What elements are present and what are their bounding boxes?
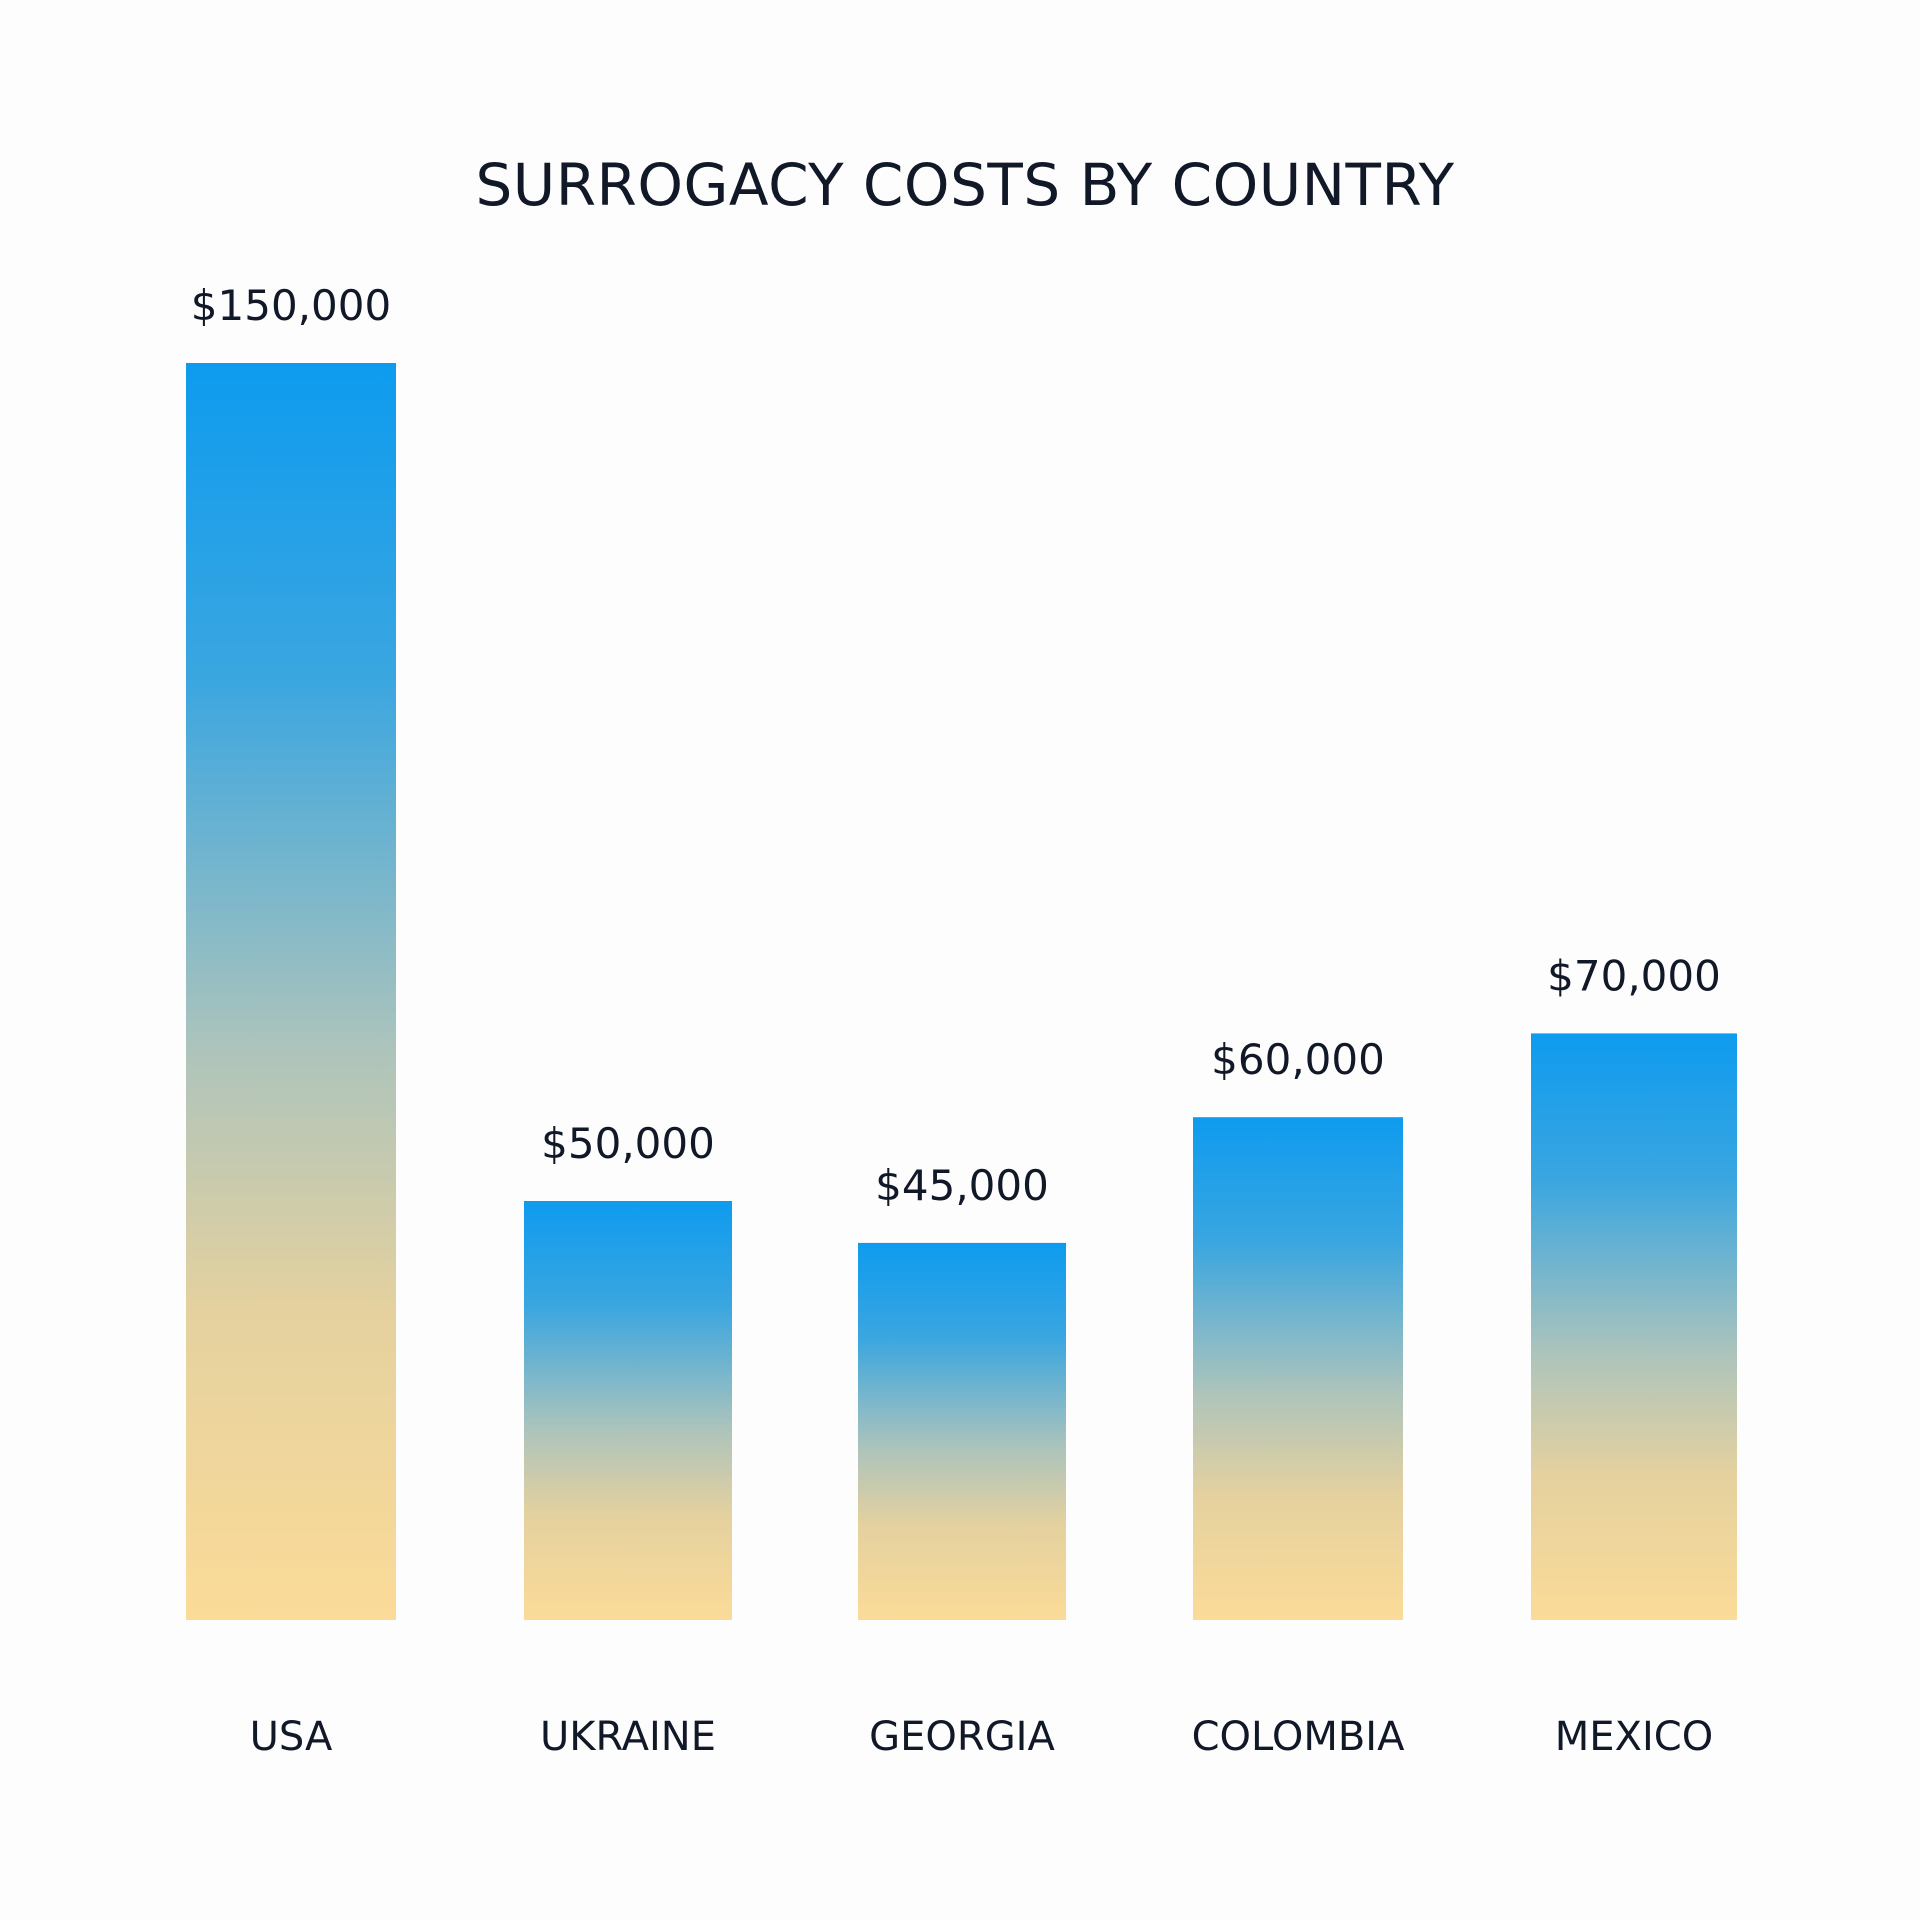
bar-usa: [186, 363, 396, 1620]
category-label-georgia: GEORGIA: [869, 1714, 1055, 1760]
bar-mexico: [1531, 1033, 1737, 1620]
value-labels-group: $150,000 $50,000 $45,000 $60,000 $70,000: [191, 281, 1721, 1210]
category-label-usa: USA: [250, 1714, 333, 1760]
value-label-mexico: $70,000: [1547, 951, 1721, 1000]
chart-title: SURROGACY COSTS BY COUNTRY: [475, 151, 1454, 219]
value-label-georgia: $45,000: [875, 1161, 1049, 1210]
category-label-ukraine: UKRAINE: [540, 1714, 716, 1760]
value-label-ukraine: $50,000: [541, 1119, 715, 1168]
value-label-usa: $150,000: [191, 281, 391, 330]
bar-ukraine: [524, 1201, 732, 1620]
category-label-mexico: MEXICO: [1555, 1714, 1713, 1760]
bars-group: [186, 363, 1737, 1620]
bar-colombia: [1193, 1117, 1403, 1620]
value-label-colombia: $60,000: [1211, 1035, 1385, 1084]
category-labels-group: USA UKRAINE GEORGIA COLOMBIA MEXICO: [250, 1714, 1714, 1760]
category-label-colombia: COLOMBIA: [1192, 1714, 1406, 1760]
bar-georgia: [858, 1242, 1066, 1620]
